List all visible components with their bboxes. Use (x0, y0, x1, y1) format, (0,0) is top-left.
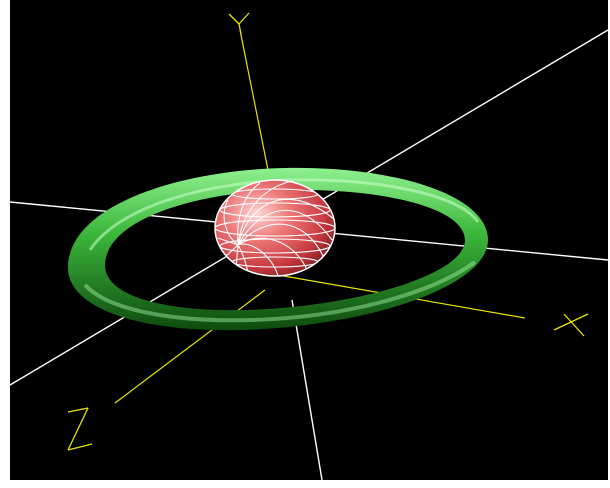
y-axis-glyph (228, 12, 250, 35)
3d-viewport[interactable] (10, 0, 608, 480)
y-axis-line (239, 29, 273, 191)
torus-highlight-front (83, 260, 477, 323)
sphere[interactable] (214, 179, 336, 277)
scene-canvas[interactable] (10, 0, 608, 480)
torus-highlight-top (88, 178, 480, 251)
z-axis-line (114, 289, 266, 404)
x-axis-glyph (553, 313, 589, 337)
white-line-vertical-lower (291, 299, 323, 480)
torus[interactable] (68, 167, 488, 331)
sphere-body (214, 179, 336, 277)
z-axis-glyph (67, 407, 93, 451)
